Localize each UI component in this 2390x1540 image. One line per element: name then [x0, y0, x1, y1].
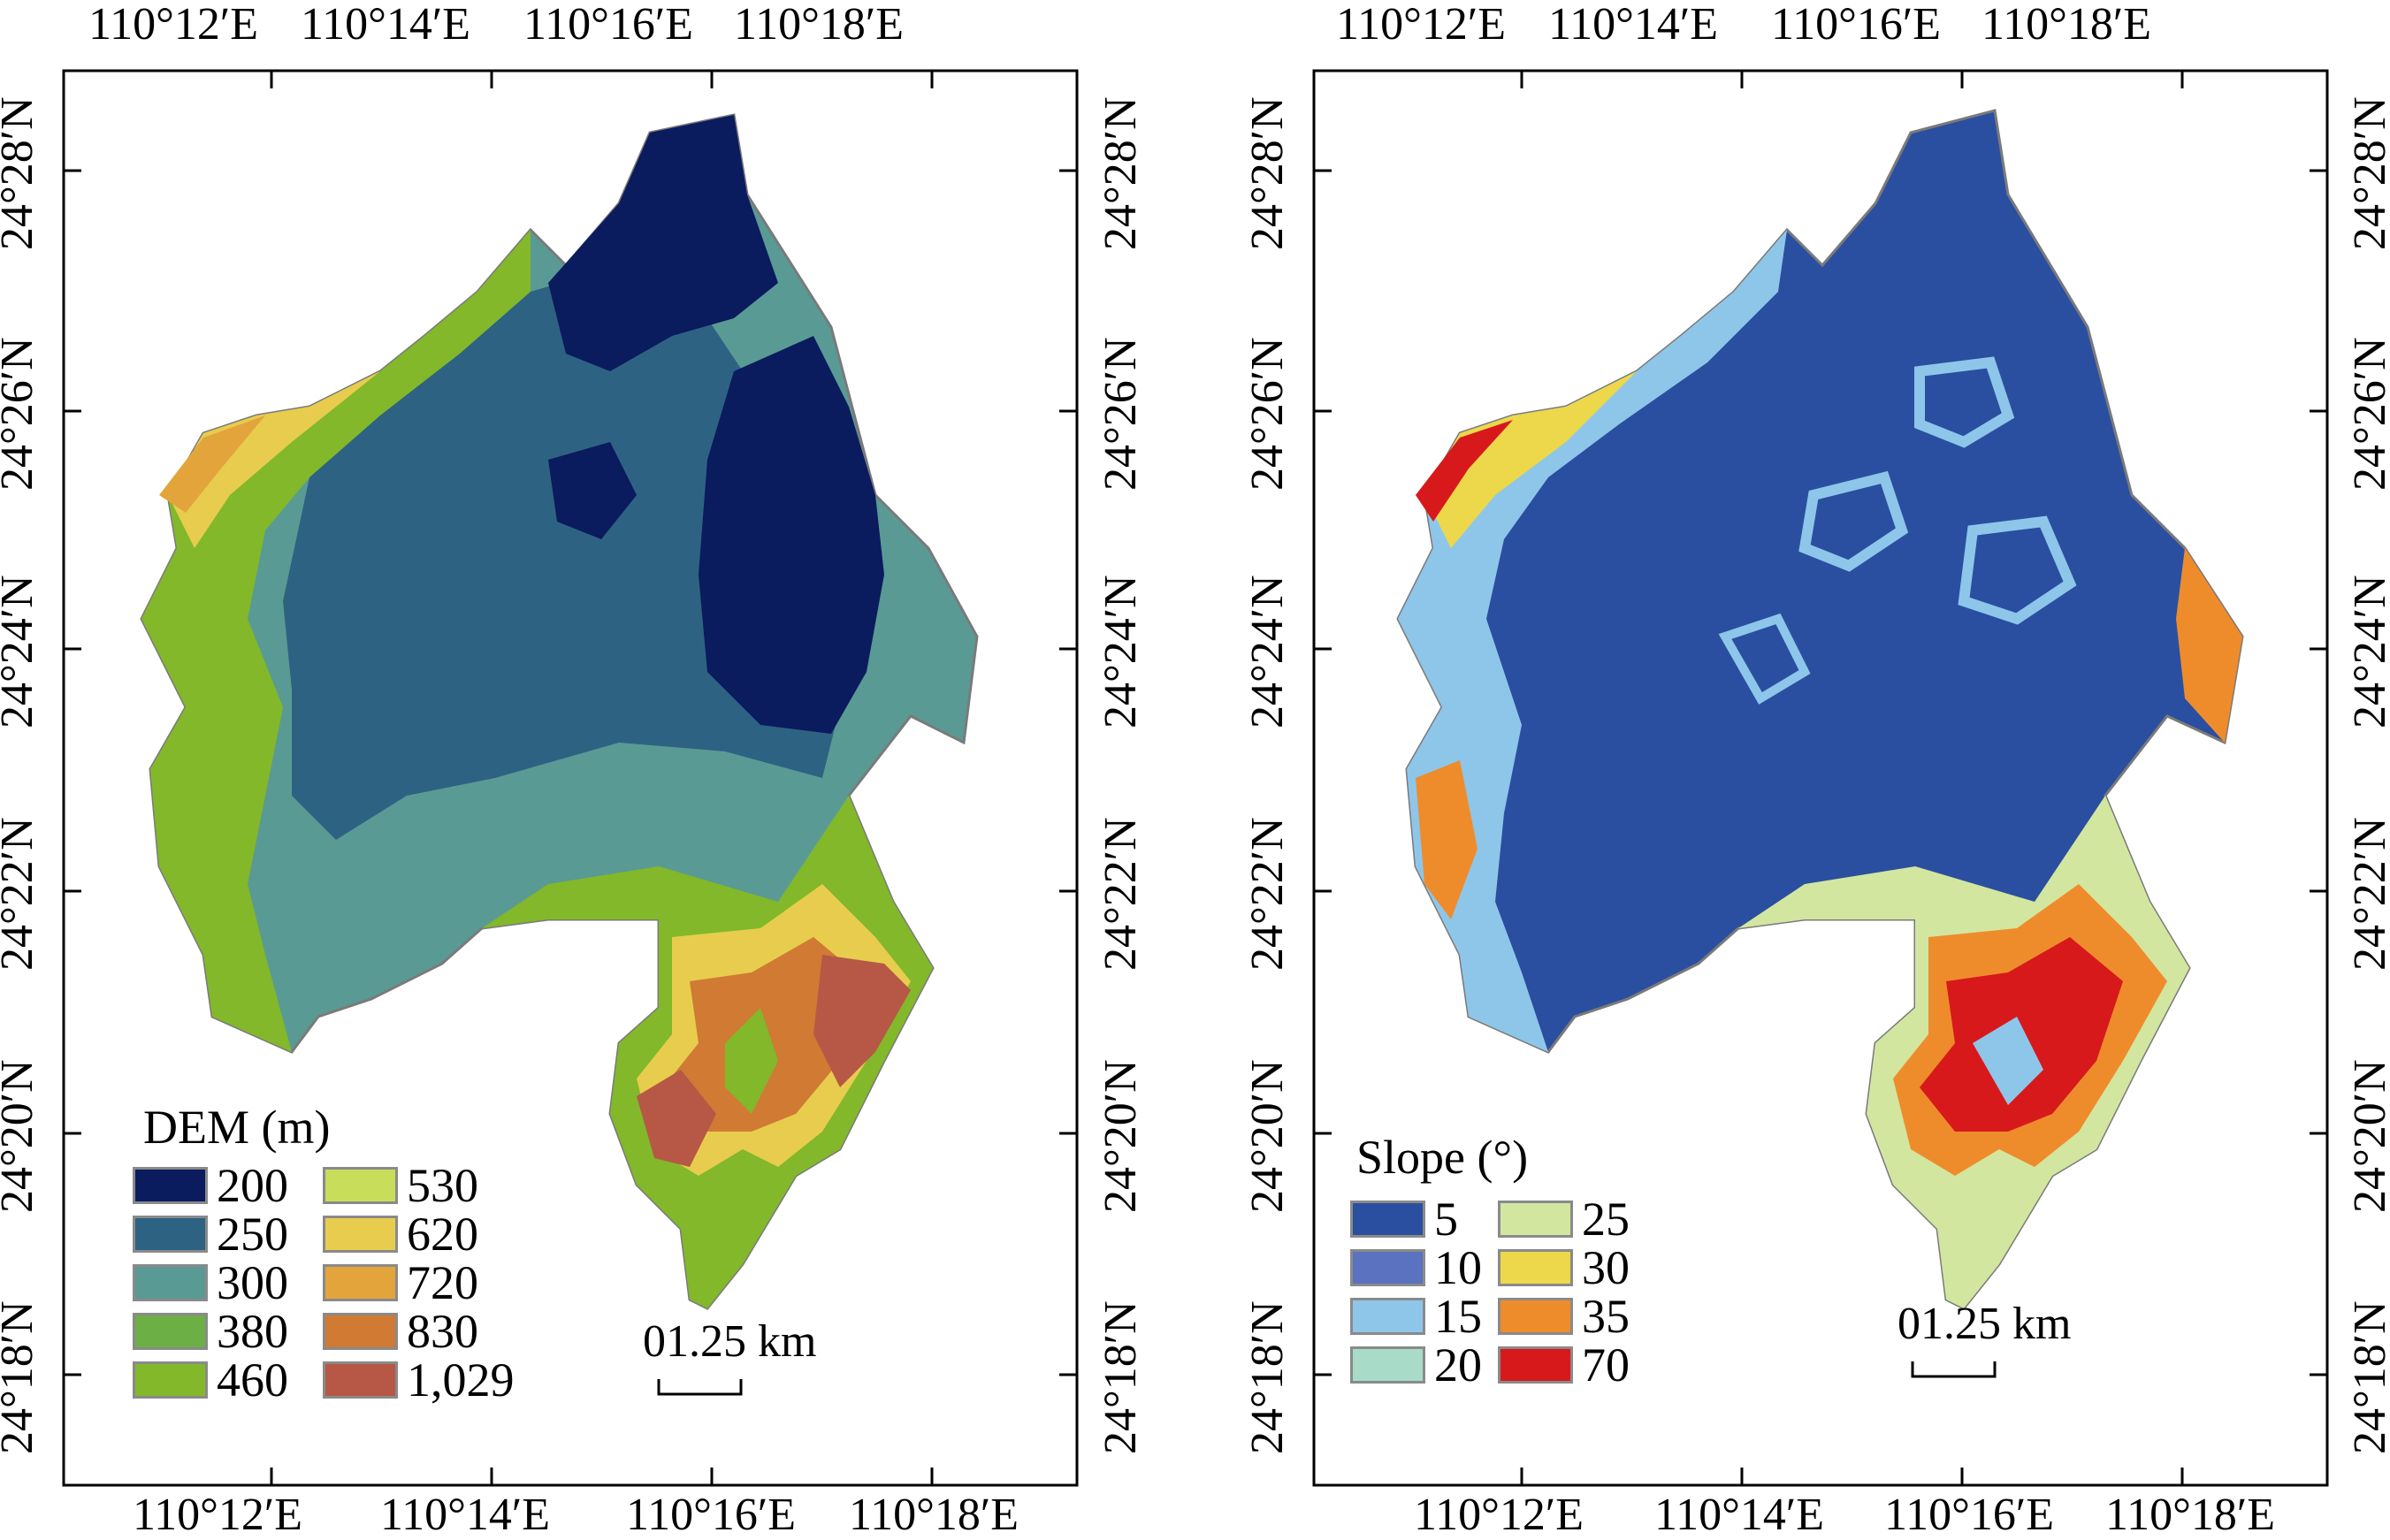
legend-swatch	[1498, 1298, 1573, 1335]
scale-bar	[657, 1379, 743, 1396]
legend-label: 5	[1434, 1193, 1458, 1246]
top-lon-label: 110°14′E	[301, 0, 471, 50]
right-lat-label: 24°26′N	[1096, 337, 1146, 491]
legend-label: 10	[1434, 1241, 1482, 1294]
bottom-lon-label: 110°18′E	[849, 1490, 1019, 1540]
legend-swatch	[133, 1313, 208, 1350]
right-lat-label: 24°22′N	[1096, 817, 1146, 971]
bottom-lon-label: 110°16′E	[626, 1490, 797, 1540]
legend-label: 1,029	[407, 1353, 515, 1407]
scale-bar-label: 01.25 km	[643, 1316, 817, 1367]
legend-swatch	[1498, 1249, 1573, 1286]
left-lat-label: 24°20′N	[0, 1059, 42, 1213]
dem-map-panel: 110°12′E 110°14′E 110°16′E 110°18′E 110°…	[0, 0, 1146, 1540]
top-lon-label: 110°18′E	[734, 0, 905, 50]
legend-label: 30	[1582, 1241, 1630, 1294]
right-lat-label: 24°20′N	[1096, 1059, 1146, 1213]
legend-swatch	[133, 1167, 208, 1204]
scale-bar	[1911, 1361, 1997, 1378]
left-lat-label: 24°24′N	[1242, 575, 1293, 728]
top-lon-label: 110°18′E	[1981, 0, 2152, 50]
legend-swatch	[323, 1361, 398, 1399]
bottom-lon-label: 110°14′E	[1654, 1490, 1825, 1540]
legend-swatch	[323, 1216, 398, 1253]
legend-swatch	[1350, 1249, 1425, 1286]
left-lat-label: 24°20′N	[1242, 1059, 1293, 1213]
left-lat-label: 24°22′N	[0, 817, 42, 971]
right-lat-label: 24°28′N	[1096, 96, 1146, 250]
left-lat-label: 24°22′N	[1242, 817, 1293, 971]
right-lat-label: 24°18′N	[2345, 1300, 2390, 1454]
top-lon-label: 110°12′E	[1336, 0, 1507, 50]
top-lon-label: 110°12′E	[88, 0, 259, 50]
right-lat-label: 24°22′N	[2345, 817, 2390, 971]
legend-label: 530	[407, 1159, 478, 1212]
legend-swatch	[1350, 1298, 1425, 1335]
dem-raster	[140, 113, 979, 1310]
legend-swatch	[1498, 1346, 1573, 1384]
legend-swatch	[1350, 1201, 1425, 1238]
map-frame	[62, 69, 1079, 1487]
right-lat-label: 24°24′N	[2345, 575, 2390, 728]
legend-swatch	[133, 1361, 208, 1399]
bottom-lon-label: 110°12′E	[1414, 1490, 1584, 1540]
legend-label: 380	[217, 1305, 288, 1358]
graticule-ticks	[64, 71, 1077, 1485]
right-lat-label: 24°26′N	[2345, 337, 2390, 491]
legend-label: 20	[1434, 1338, 1482, 1391]
legend-title: DEM (m)	[143, 1101, 331, 1154]
scale-bar-label: 01.25 km	[1897, 1299, 2072, 1349]
right-lat-label: 24°28′N	[2345, 96, 2390, 250]
bottom-lon-label: 110°14′E	[380, 1490, 551, 1540]
top-lon-label: 110°14′E	[1548, 0, 1719, 50]
legend-swatch	[1350, 1346, 1425, 1384]
slope-map-canvas	[1312, 69, 2329, 1487]
left-lat-label: 24°24′N	[0, 575, 42, 728]
slope-map-panel: 110°12′E 110°14′E 110°16′E 110°18′E 110°…	[1195, 0, 2390, 1540]
legend-title: Slope (°)	[1356, 1131, 1529, 1184]
legend-label: 25	[1582, 1193, 1630, 1246]
bottom-lon-label: 110°18′E	[2105, 1490, 2276, 1540]
left-lat-label: 24°26′N	[1242, 337, 1293, 491]
top-lon-label: 110°16′E	[523, 0, 694, 50]
left-lat-label: 24°26′N	[0, 337, 42, 491]
legend-label: 35	[1582, 1290, 1630, 1343]
legend-swatch	[323, 1264, 398, 1301]
legend-swatch	[1498, 1201, 1573, 1238]
legend-label: 15	[1434, 1290, 1482, 1343]
legend-label: 830	[407, 1305, 478, 1358]
bottom-lon-label: 110°12′E	[133, 1490, 303, 1540]
left-lat-label: 24°28′N	[1242, 96, 1293, 250]
left-lat-label: 24°28′N	[0, 96, 42, 250]
right-lat-label: 24°20′N	[2345, 1059, 2390, 1213]
left-lat-label: 24°18′N	[1242, 1300, 1293, 1454]
legend-label: 620	[407, 1208, 478, 1261]
graticule-ticks	[1314, 71, 2327, 1485]
legend-swatch	[323, 1167, 398, 1204]
right-lat-label: 24°24′N	[1096, 575, 1146, 728]
bottom-lon-label: 110°16′E	[1884, 1490, 2055, 1540]
legend-label: 70	[1582, 1338, 1630, 1391]
legend-swatch	[133, 1264, 208, 1301]
legend-swatch	[133, 1216, 208, 1253]
right-lat-label: 24°18′N	[1096, 1300, 1146, 1454]
legend-label: 300	[217, 1256, 288, 1309]
legend-label: 720	[407, 1256, 478, 1309]
top-lon-label: 110°16′E	[1771, 0, 1942, 50]
left-lat-label: 24°18′N	[0, 1300, 42, 1454]
map-frame	[1312, 69, 2329, 1487]
legend-label: 250	[217, 1208, 288, 1261]
legend-label: 460	[217, 1353, 288, 1407]
legend-swatch	[323, 1313, 398, 1350]
legend-label: 200	[217, 1159, 288, 1212]
slope-raster	[1396, 109, 2244, 1310]
dem-map-canvas	[62, 69, 1079, 1487]
